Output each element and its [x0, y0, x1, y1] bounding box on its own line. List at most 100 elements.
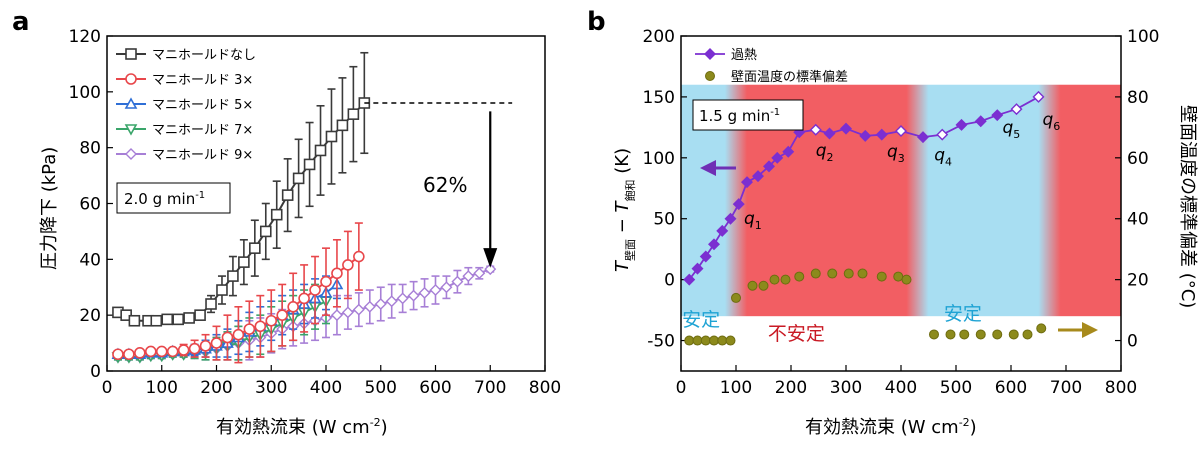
y-tick-label-a: 80 — [79, 139, 101, 159]
data-point — [827, 268, 838, 279]
data-point — [205, 298, 217, 310]
y-axis-label-a: 圧力降下 (kPa) — [39, 147, 60, 270]
y-tick-label-a: 120 — [69, 27, 101, 47]
data-point — [232, 328, 245, 341]
data-point — [975, 329, 986, 340]
legend-marker — [704, 48, 716, 60]
data-point — [238, 256, 250, 268]
legend-marker — [705, 71, 715, 81]
x-tick-label-a: 100 — [146, 378, 178, 398]
panel-label-a: a — [12, 7, 30, 37]
panel-b: b 0 100 200 300 400 500 600 700 800-500501001502… — [587, 7, 1198, 438]
point-label: q4 — [934, 146, 952, 169]
x-tick-label-b: 300 — [830, 378, 862, 398]
data-point — [769, 274, 780, 285]
data-point — [330, 309, 343, 322]
point-label: q6 — [1043, 110, 1061, 133]
y-tick-label-a: 0 — [90, 362, 101, 382]
data-point — [341, 306, 354, 319]
data-point — [1036, 323, 1047, 334]
x-tick-label-b: 400 — [885, 378, 917, 398]
data-point — [374, 298, 387, 310]
data-point — [793, 126, 806, 139]
y-tick-label-a: 100 — [69, 83, 101, 103]
y-tick-label-a: 20 — [79, 306, 101, 326]
point-label: q2 — [816, 141, 834, 164]
data-point — [731, 292, 741, 303]
data-point — [462, 270, 475, 283]
data-point — [254, 320, 267, 333]
legend-marker — [124, 124, 138, 136]
data-point — [929, 329, 939, 340]
data-point — [451, 275, 464, 288]
data-point — [385, 295, 398, 308]
x-tick-label-b: 100 — [720, 378, 752, 398]
data-point — [210, 337, 223, 349]
data-point — [955, 118, 968, 131]
left-axis-arrow — [700, 160, 736, 176]
data-point — [782, 145, 795, 158]
data-point — [292, 172, 305, 185]
data-point — [161, 313, 174, 326]
x-tick-label-a: 300 — [255, 378, 287, 398]
data-point — [840, 122, 852, 135]
y-tick-label-left-b: 100 — [643, 149, 675, 169]
data-point — [843, 268, 854, 279]
data-point — [771, 151, 784, 164]
data-point — [974, 115, 987, 128]
data-point — [227, 270, 239, 282]
condition-text-b: 1.5 g min — [699, 107, 770, 125]
condition-sup-a: -1 — [195, 190, 205, 201]
data-point — [901, 274, 912, 285]
data-point — [708, 238, 720, 251]
data-point — [725, 335, 736, 346]
data-point — [859, 129, 872, 142]
data-point — [709, 335, 719, 346]
data-point — [363, 300, 376, 313]
y-tick-label-right-b: 40 — [1127, 210, 1149, 230]
legend-marker — [125, 48, 137, 60]
data-point — [150, 314, 163, 327]
data-point — [347, 108, 360, 120]
data-point — [691, 262, 704, 275]
data-point — [717, 335, 728, 346]
condition-box-b: 1.5 g min-1 — [692, 99, 804, 131]
y-tick-label-left-b: 50 — [653, 210, 675, 230]
data-point — [216, 284, 228, 296]
data-point — [353, 250, 365, 263]
data-point — [763, 160, 775, 173]
y-tick-label-right-b: 0 — [1127, 332, 1138, 352]
data-point — [287, 300, 299, 313]
legend-label: マニホールド 7× — [152, 123, 253, 138]
data-point — [1032, 90, 1045, 103]
series-std-dev — [684, 268, 1047, 346]
x-tick-label-b: 0 — [676, 378, 687, 398]
data-point — [259, 225, 272, 238]
x-tick-label-a: 400 — [310, 378, 342, 398]
y-tick-label-a: 40 — [79, 250, 101, 270]
legend-label: マニホールド 5× — [152, 98, 253, 113]
data-point — [336, 119, 349, 132]
data-point — [134, 347, 146, 359]
data-point — [780, 274, 791, 285]
data-point — [876, 271, 887, 282]
x-tick-label-b: 200 — [775, 378, 807, 398]
data-point — [747, 280, 758, 291]
y-tick-label-left-b: -50 — [647, 332, 675, 352]
legend-marker — [124, 97, 138, 109]
data-point — [172, 313, 184, 326]
data-point — [429, 284, 442, 297]
plot-frame-a — [106, 35, 546, 372]
right-axis-arrow — [1058, 322, 1098, 338]
x-axis-label-a: 有効熱流束 (W cm-2) — [216, 416, 388, 438]
legend-label: 壁面温度の標準偏差 — [731, 69, 848, 85]
y-tick-label-a: 60 — [79, 195, 101, 215]
data-point — [809, 123, 822, 136]
data-point — [752, 170, 764, 183]
data-point — [112, 348, 124, 361]
x-tick-label-a: 700 — [474, 378, 506, 398]
data-point — [276, 309, 289, 321]
data-point — [945, 329, 956, 340]
svg-text:1.5 g min-1: 1.5 g min-1 — [699, 107, 780, 125]
